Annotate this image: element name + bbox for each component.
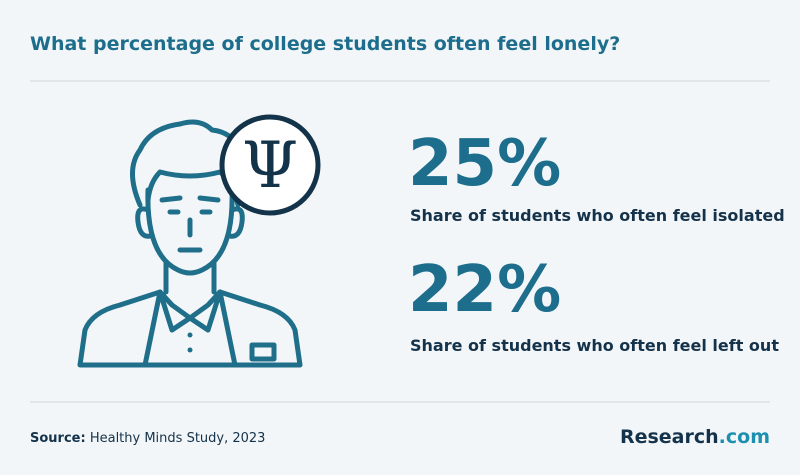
stat-description: Share of students who often feel isolate…: [410, 206, 785, 225]
brand: Research.com: [620, 426, 770, 448]
source: Source: Healthy Minds Study, 2023: [30, 431, 265, 446]
title: What percentage of college students ofte…: [30, 33, 620, 55]
brand-name: Research: [620, 426, 719, 448]
brand-suffix: .com: [719, 426, 770, 448]
stat-value: 25%: [408, 127, 561, 201]
source-label: Source:: [30, 431, 86, 446]
svg-text:Ψ: Ψ: [242, 129, 298, 203]
source-text: Healthy Minds Study, 2023: [90, 431, 266, 446]
stat-description: Share of students who often feel left ou…: [410, 336, 779, 355]
student-icon: Ψ: [77, 114, 321, 368]
stat-value: 22%: [408, 253, 561, 327]
